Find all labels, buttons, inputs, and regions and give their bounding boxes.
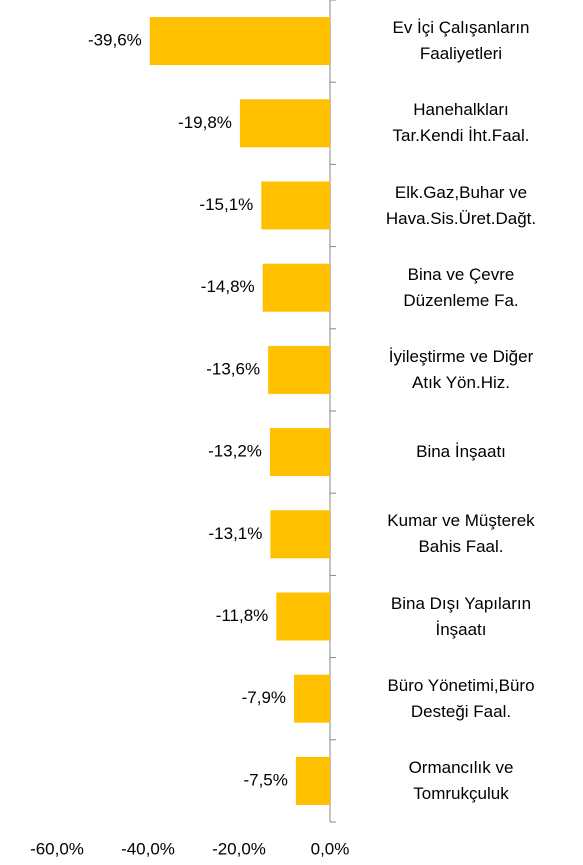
x-tick-label: -40,0% (121, 839, 175, 858)
category-label: Bina ve Çevre Düzenleme Fa. (403, 264, 519, 310)
bar (269, 428, 330, 477)
bar (149, 17, 330, 66)
data-label: -39,6% (88, 31, 142, 50)
category-label: Bina Dışı Yapıların İnşaatı (390, 593, 532, 639)
category-label: İyileştirme ve Diğer Atık Yön.Hiz. (388, 346, 534, 392)
bar (294, 674, 330, 723)
x-tick-label: -20,0% (212, 839, 266, 858)
x-tick-label: -60,0% (30, 839, 84, 858)
data-label: -7,5% (243, 770, 287, 789)
data-label: -14,8% (201, 277, 255, 296)
category-label: Hanehalkları Tar.Kendi İht.Faal. (392, 100, 530, 146)
bar (268, 345, 330, 394)
data-label: -15,1% (199, 195, 253, 214)
category-label: Bina İnşaatı (416, 442, 506, 462)
category-label: Elk.Gaz,Buhar ve Hava.Sis.Üret.Dağt. (385, 182, 537, 228)
data-label: -11,8% (216, 606, 269, 625)
data-label: -13,2% (208, 442, 262, 461)
bar (239, 99, 330, 148)
category-label: Ormancılık ve Tomrukçuluk (408, 757, 514, 803)
category-label: Büro Yönetimi,Büro Desteği Faal. (387, 675, 535, 721)
bar (262, 263, 330, 312)
category-label: Kumar ve Müşterek Bahis Faal. (387, 511, 535, 557)
data-label: -7,9% (242, 688, 286, 707)
data-label: -13,1% (209, 524, 263, 543)
category-label: Ev İçi Çalışanların Faaliyetleri (392, 18, 530, 64)
data-label: -13,6% (206, 359, 260, 378)
bar (295, 756, 330, 805)
bar (276, 592, 330, 641)
bar (261, 181, 330, 230)
bar (270, 510, 330, 559)
x-tick-label: 0,0% (311, 839, 350, 858)
data-label: -19,8% (178, 113, 232, 132)
